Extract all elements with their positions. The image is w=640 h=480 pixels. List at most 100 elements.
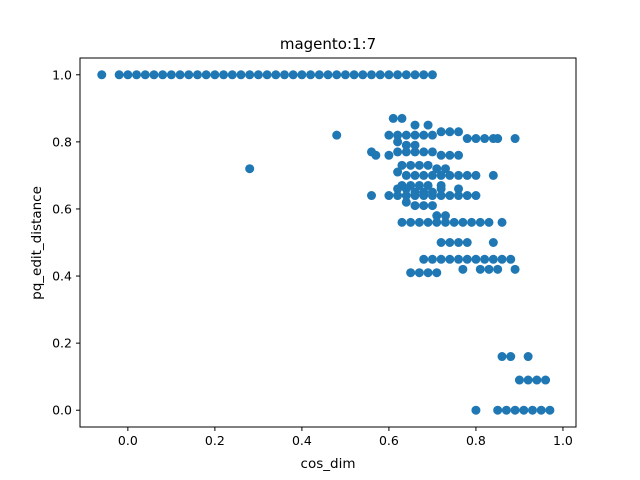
data-point <box>432 217 442 227</box>
data-point <box>545 405 555 415</box>
data-point <box>97 70 107 80</box>
data-point <box>436 184 446 194</box>
data-point <box>414 180 424 190</box>
data-point <box>506 254 516 264</box>
data-point <box>514 375 524 385</box>
data-point <box>423 268 433 278</box>
data-point <box>401 147 411 157</box>
data-point <box>166 70 176 80</box>
data-point <box>432 211 442 221</box>
data-point <box>388 113 398 123</box>
y-tick-label: 0.6 <box>52 201 72 216</box>
y-axis-ticks: 0.0 0.2 0.4 0.6 0.8 1.0 <box>52 67 80 418</box>
data-point <box>427 191 437 201</box>
data-point <box>201 70 211 80</box>
data-point <box>475 264 485 274</box>
y-tick-label: 0.2 <box>52 336 72 351</box>
x-tick-label: 0.2 <box>205 433 225 448</box>
data-point <box>245 70 255 80</box>
data-point <box>488 238 498 247</box>
data-point <box>414 268 424 278</box>
data-point <box>471 170 481 180</box>
data-point <box>445 191 455 201</box>
data-point <box>245 164 255 174</box>
data-point <box>445 127 455 137</box>
data-point <box>419 147 429 157</box>
data-point <box>436 170 446 180</box>
data-point <box>519 405 529 415</box>
data-point <box>480 134 490 144</box>
data-point <box>401 170 411 180</box>
data-point <box>297 70 307 80</box>
data-point <box>510 134 520 144</box>
data-point <box>462 254 472 264</box>
data-point <box>419 201 429 211</box>
data-point <box>497 217 507 227</box>
data-point <box>401 140 411 150</box>
data-point <box>306 70 316 80</box>
data-point <box>288 70 298 80</box>
data-point <box>406 268 416 278</box>
data-point <box>349 70 359 80</box>
x-tick-label: 0.8 <box>466 433 486 448</box>
x-tick-label: 0.4 <box>292 433 312 448</box>
data-point <box>114 70 124 80</box>
data-point <box>375 70 385 80</box>
data-point <box>397 113 407 123</box>
data-point <box>401 70 411 80</box>
data-point <box>393 167 403 177</box>
data-point <box>427 254 437 264</box>
data-point <box>419 130 429 140</box>
data-point <box>510 405 520 415</box>
y-tick-label: 1.0 <box>52 67 72 82</box>
data-point <box>314 70 324 80</box>
data-point <box>471 191 481 201</box>
data-point <box>410 130 420 140</box>
data-point <box>493 264 503 274</box>
data-point <box>393 191 403 201</box>
data-point <box>184 70 194 80</box>
data-point <box>401 197 411 207</box>
data-point <box>410 201 420 211</box>
data-point <box>271 70 281 80</box>
x-tick-label: 0.0 <box>118 433 138 448</box>
data-point <box>419 254 429 264</box>
data-point <box>445 150 455 160</box>
data-point <box>493 134 503 144</box>
data-point <box>427 70 437 80</box>
data-point <box>340 70 350 80</box>
data-point <box>436 238 446 247</box>
data-point <box>123 70 133 80</box>
data-point <box>484 217 494 227</box>
data-point <box>436 191 446 201</box>
data-point <box>541 375 551 385</box>
data-point <box>454 170 464 180</box>
data-point <box>488 170 498 180</box>
data-point <box>140 70 150 80</box>
data-point <box>210 70 220 80</box>
data-point <box>462 191 472 201</box>
data-point <box>367 191 377 201</box>
data-point <box>432 164 442 174</box>
data-point <box>440 164 450 174</box>
data-point <box>384 130 394 140</box>
data-point <box>471 134 481 144</box>
data-point <box>419 170 429 180</box>
data-point <box>532 375 542 385</box>
data-point <box>397 160 407 170</box>
data-point <box>458 217 468 227</box>
data-point <box>436 127 446 137</box>
data-point <box>410 70 420 80</box>
y-tick-label: 0.0 <box>52 403 72 418</box>
data-point <box>358 70 368 80</box>
data-point <box>414 217 424 227</box>
data-point <box>454 127 464 137</box>
data-point <box>371 150 381 160</box>
data-point <box>332 130 342 140</box>
data-point <box>445 238 455 247</box>
data-point <box>488 254 498 264</box>
data-point <box>423 217 433 227</box>
data-point <box>427 147 437 157</box>
data-point <box>423 180 433 190</box>
data-point <box>262 70 272 80</box>
